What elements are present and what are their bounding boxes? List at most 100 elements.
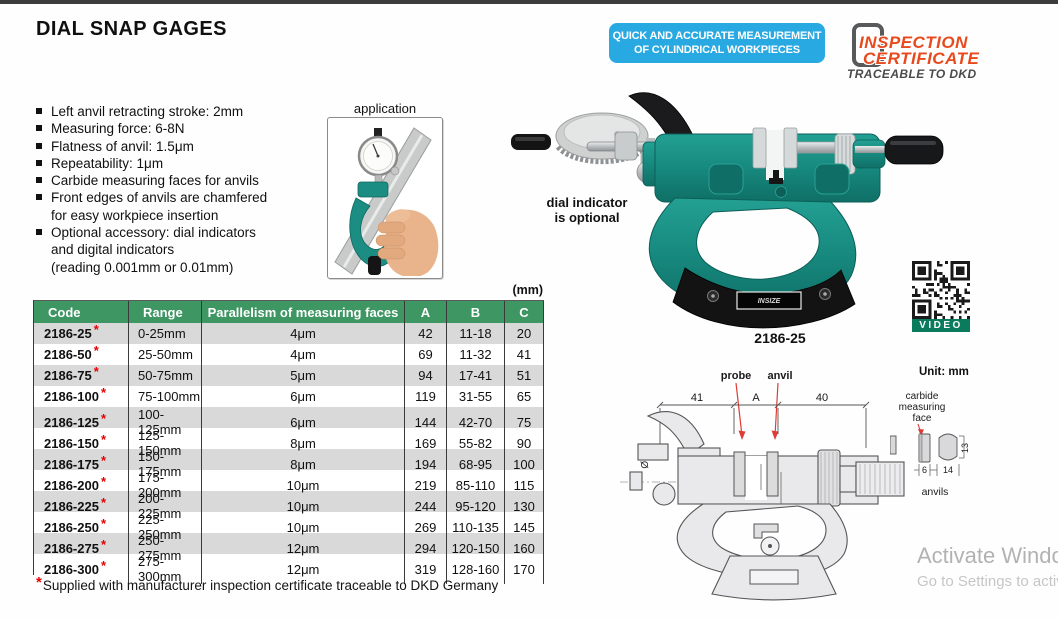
grip-handle	[884, 135, 944, 165]
cell-parallelism: 4μm	[202, 344, 405, 365]
dim-14: 14	[943, 465, 953, 475]
dim-6: 6	[922, 465, 927, 475]
cell-code: 2186-225 *	[34, 491, 129, 521]
cell-c: 41	[505, 344, 544, 365]
cell-b: 17-41	[447, 365, 505, 386]
cell-parallelism: 8μm	[202, 449, 405, 479]
code-asterisk: *	[100, 557, 107, 573]
cell-code: 2186-25 *	[34, 322, 129, 344]
feature-text: Front edges of anvils are chamfered	[51, 190, 268, 206]
cell-parallelism: 10μm	[202, 491, 405, 521]
code-asterisk: *	[100, 410, 107, 426]
cell-c: 145	[505, 512, 544, 542]
product-photo: INSIZE	[586, 92, 944, 329]
feature-text: for easy workpiece insertion	[51, 207, 219, 223]
cell-code: 2186-75 *	[34, 364, 129, 386]
table-body: 2186-25 * 0-25mm 4μm 42 11-18 20 2186-50 * 25-50m…	[33, 322, 544, 584]
cell-b: 128-160	[447, 554, 505, 584]
badge-line1: QUICK AND ACCURATE MEASUREMENT	[612, 30, 822, 42]
certificate-line3: TRACEABLE TO DKD	[847, 67, 977, 81]
carbide-label-3: face	[913, 413, 932, 424]
inspection-certificate-logo: INSPECTION CERTIFICATE TRACEABLE TO DKD	[845, 20, 1035, 82]
cell-b: 11-18	[447, 323, 505, 344]
dial-cap	[374, 128, 382, 137]
brand-plate-text: INSIZE	[758, 298, 781, 305]
watermark-line1: Activate Windows	[917, 543, 1058, 568]
cell-range: 75-100mm	[129, 386, 202, 407]
feature-line: Optional accessory: dial indicators	[36, 224, 331, 241]
table-row: 2186-200 * 175-200mm 10μm 219 85-110 115	[33, 470, 544, 500]
page-title: DIAL SNAP GAGES	[36, 18, 227, 40]
feature-line: Repeatability: 1μm	[36, 155, 331, 172]
bullet-icon	[36, 229, 42, 236]
code-asterisk: *	[100, 536, 107, 552]
feature-text: Flatness of anvil: 1.5μm	[51, 138, 194, 154]
spec-table: Code Range Parallelism of measuring face…	[33, 300, 544, 584]
table-row: 2186-25 * 0-25mm 4μm 42 11-18 20	[33, 322, 544, 344]
feature-text: Left anvil retracting stroke: 2mm	[51, 104, 244, 119]
cell-c: 51	[505, 365, 544, 386]
cell-b: 95-120	[447, 491, 505, 521]
probe-anvil	[752, 127, 767, 169]
feature-line: for easy workpiece insertion	[36, 207, 331, 224]
table-unit-note: (mm)	[512, 283, 543, 297]
cell-b: 68-95	[447, 449, 505, 479]
feature-line: and digital indicators	[36, 241, 331, 258]
cell-code: 2186-200 *	[34, 470, 129, 500]
probe-label: probe	[721, 370, 752, 382]
cell-c: 100	[505, 449, 544, 479]
cell-c: 160	[505, 533, 544, 563]
code-asterisk: *	[93, 364, 99, 379]
cell-a: 169	[405, 428, 447, 458]
cell-code: 2186-175 *	[34, 449, 129, 479]
badge-line2: OF CYLINDRICAL WORKPIECES	[634, 44, 800, 56]
bullet-icon	[36, 125, 42, 132]
dim-13: 13	[960, 443, 970, 453]
cell-a: 269	[405, 512, 447, 542]
anvil-label: anvil	[767, 370, 792, 382]
product-code-label: 2186-25	[754, 330, 806, 346]
feature-line: Left anvil retracting stroke: 2mm	[36, 103, 331, 120]
table-row: 2186-125 * 100-125mm 6μm 144 42-70 75	[33, 407, 544, 437]
cell-parallelism: 5μm	[202, 365, 405, 386]
table-row: 2186-225 * 200-225mm 10μm 244 95-120 130	[33, 491, 544, 521]
cell-a: 69	[405, 344, 447, 365]
table-row: 2186-175 * 150-175mm 8μm 194 68-95 100	[33, 449, 544, 479]
cell-parallelism: 10μm	[202, 512, 405, 542]
feature-text: Repeatability: 1μm	[51, 155, 164, 171]
cell-range: 125-150mm	[129, 428, 202, 458]
cell-c: 65	[505, 386, 544, 407]
code-asterisk: *	[100, 452, 107, 468]
features-list: Left anvil retracting stroke: 2mm Measuri…	[36, 103, 331, 276]
cell-b: 31-55	[447, 386, 505, 407]
table-row: 2186-75 * 50-75mm 5μm 94 17-41 51	[33, 364, 544, 386]
qr-code	[912, 261, 970, 319]
cell-a: 244	[405, 491, 447, 521]
cell-range: 0-25mm	[129, 323, 202, 344]
cell-a: 294	[405, 533, 447, 563]
video-badge: VIDEO	[912, 319, 970, 332]
marketing-badge: QUICK AND ACCURATE MEASUREMENT OF CYLIND…	[609, 23, 825, 63]
carbide-label-2: measuring	[899, 402, 946, 413]
col-header-parallelism: Parallelism of measuring faces	[202, 301, 405, 323]
cell-c: 75	[505, 407, 544, 437]
feature-text: Measuring force: 6-8N	[51, 121, 185, 137]
cell-parallelism: 12μm	[202, 554, 405, 584]
optional-dial-line1: dial indicator	[546, 195, 628, 210]
application-photo	[327, 117, 443, 279]
carbide-label-1: carbide	[906, 391, 939, 402]
cell-range: 100-125mm	[129, 407, 202, 437]
bullet-icon	[36, 194, 42, 201]
drawing-unit-note: Unit: mm	[919, 366, 969, 378]
table-row: 2186-300 * 275-300mm 12μm 319 128-160 170	[33, 554, 544, 584]
dim-a: A	[752, 392, 760, 404]
cell-b: 11-32	[447, 344, 505, 365]
certificate-line2: CERTIFICATE	[863, 49, 980, 68]
table-footnote: *Supplied with manufacturer inspection c…	[36, 574, 499, 594]
footnote-text: Supplied with manufacturer inspection ce…	[42, 578, 499, 593]
dim-41: 41	[691, 392, 703, 404]
dim-d8: Ø8	[640, 455, 651, 469]
feature-line: Carbide measuring faces for anvils	[36, 172, 331, 189]
brand-plate	[736, 291, 802, 310]
